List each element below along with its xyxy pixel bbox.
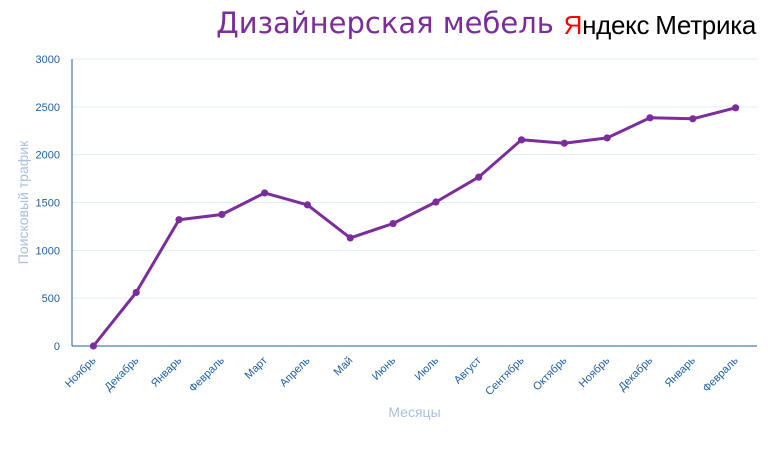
y-axis-title: Поисковый трафик (15, 140, 31, 264)
data-point (175, 216, 183, 224)
data-point (646, 114, 654, 122)
x-tick-label: Декабрь (103, 354, 142, 393)
chart-title: Дизайнерская мебель (216, 6, 554, 40)
y-tick-label: 1500 (36, 198, 60, 210)
y-tick-labels: 0 500 1000 1500 2000 2500 3000 (36, 54, 60, 353)
data-point (389, 219, 397, 228)
x-tick-label: Ноябрь (63, 354, 99, 390)
y-tick-label: 500 (42, 293, 60, 305)
data-point (432, 198, 440, 206)
x-tick-label: Июнь (370, 354, 398, 382)
data-point (218, 210, 226, 219)
y-tick-label: 2000 (36, 150, 60, 162)
yandex-metrika-logo: Яндекс Метрика (563, 10, 757, 41)
x-tick-label: Февраль (701, 354, 741, 394)
x-tick-label: Июль (413, 354, 442, 383)
x-tick-label: Февраль (187, 354, 227, 394)
x-tick-label: Май (332, 355, 356, 379)
x-axis-title: Месяцы (388, 404, 440, 420)
grid-lines (72, 58, 757, 299)
x-tick-label: Апрель (278, 354, 313, 389)
x-tick-label: Январь (149, 354, 184, 389)
data-point (603, 134, 611, 142)
y-tick-label: 3000 (36, 54, 60, 66)
data-point (560, 139, 568, 147)
x-tick-labels: Ноябрь Декабрь Январь Февраль Март Апрель Май И… (63, 354, 741, 398)
data-point (475, 173, 483, 181)
x-tick-label: Декабрь (616, 354, 655, 393)
axes (71, 59, 757, 347)
x-tick-label: Ноябрь (577, 354, 613, 390)
data-point (89, 342, 98, 350)
data-point (303, 201, 312, 209)
data-point (346, 234, 354, 242)
x-tick-label: Март (243, 355, 270, 382)
x-tick-label: Сентябрь (483, 354, 527, 398)
logo-brand-rest: ндекс (582, 10, 650, 40)
y-tick-label: 1000 (36, 245, 60, 257)
data-point (261, 189, 269, 197)
logo-brand-letter: Я (563, 10, 583, 40)
data-point (132, 288, 140, 297)
x-tick-label: Январь (663, 354, 698, 389)
x-tick-label: Август (452, 355, 484, 387)
x-tick-label: Октябрь (531, 354, 570, 393)
logo-product: Метрика (655, 10, 756, 40)
y-tick-label: 0 (54, 341, 60, 353)
y-tick-label: 2500 (36, 102, 60, 114)
data-point (517, 136, 526, 144)
series-layer (89, 104, 740, 350)
data-point (731, 104, 740, 112)
series-line (91, 106, 738, 348)
data-point (689, 115, 697, 123)
